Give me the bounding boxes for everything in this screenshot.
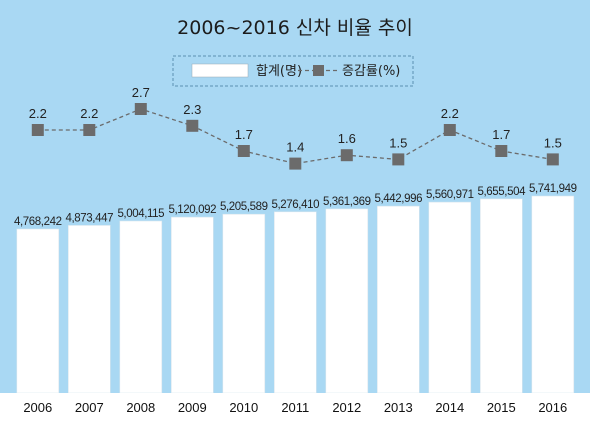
bar-value-label-2011: 5,276,410: [272, 199, 320, 211]
bar-2008: [119, 220, 163, 394]
rate-value-label-2008: 2.7: [132, 85, 150, 100]
rate-marker-2007: [83, 124, 96, 136]
x-tick-label-2009: 2009: [178, 400, 207, 415]
rate-marker-2013: [392, 153, 405, 166]
rate-marker-2011: [289, 157, 302, 170]
rate-line-layer: 2.2 2.2 2.7 2.3 1.7 1.4 1.6 1.5 2.2 1.7 1.5: [29, 85, 562, 170]
rate-value-label-2015: 1.7: [492, 127, 510, 142]
rate-line: [37, 108, 553, 165]
bar-value-label-2014: 5,560,971: [426, 189, 474, 201]
rate-marker-2009: [186, 119, 199, 132]
legend-line-marker: [313, 65, 324, 76]
bar-value-label-2007: 4,873,447: [66, 212, 114, 224]
legend-bar-swatch: [191, 63, 249, 78]
rate-value-label-2007: 2.2: [80, 106, 98, 121]
x-axis: 2006 2007 2008 2009 2010 2011 2012 2013 2014 2015…: [0, 393, 590, 421]
bar-2016: [531, 195, 575, 394]
rate-value-label-2014: 2.2: [441, 106, 459, 121]
rate-value-label-2012: 1.6: [338, 131, 356, 146]
x-tick-label-2011: 2011: [281, 400, 309, 415]
rate-marker-2006: [31, 124, 44, 136]
bar-value-label-2013: 5,442,996: [375, 193, 423, 205]
rate-marker-2016: [546, 153, 559, 166]
bar-value-label-2006: 4,768,242: [14, 216, 62, 228]
bar-value-label-2009: 5,120,092: [169, 204, 217, 216]
bar-2011: [273, 211, 317, 394]
x-tick-label-2016: 2016: [538, 400, 567, 415]
rate-value-label-2009: 2.3: [183, 102, 201, 117]
x-tick-label-2007: 2007: [75, 400, 104, 415]
x-axis-band: [0, 393, 590, 421]
x-tick-label-2008: 2008: [126, 400, 155, 415]
rate-marker-2008: [134, 103, 147, 115]
x-tick-label-2015: 2015: [487, 400, 516, 415]
rate-value-label-2016: 1.5: [544, 135, 562, 150]
bar-2006: [16, 228, 60, 394]
bar-value-label-2010: 5,205,589: [220, 201, 268, 213]
x-tick-label-2012: 2012: [332, 400, 361, 415]
rate-marker-2010: [237, 145, 250, 157]
legend-bar-label: 합계(명): [256, 64, 302, 79]
x-tick-label-2013: 2013: [384, 400, 413, 415]
bar-2012: [325, 208, 369, 394]
x-tick-label-2014: 2014: [435, 400, 464, 415]
rate-marker-2014: [443, 124, 456, 136]
bars-layer: 4,768,242 4,873,447 5,004,115 5,120,092 5,20…: [14, 183, 577, 394]
rate-value-label-2011: 1.4: [286, 140, 304, 155]
rate-value-label-2010: 1.7: [235, 127, 253, 142]
rate-value-label-2006: 2.2: [29, 106, 47, 121]
legend-frame: [172, 55, 414, 87]
legend: 합계(명) 증감률(%): [172, 55, 414, 87]
bar-2010: [222, 213, 266, 394]
bar-2013: [376, 205, 420, 394]
bar-value-label-2012: 5,361,369: [323, 196, 371, 208]
rate-value-label-2013: 1.5: [389, 135, 407, 150]
x-tick-label-2006: 2006: [23, 400, 52, 415]
x-tick-label-2010: 2010: [229, 400, 258, 415]
bar-2015: [479, 198, 523, 394]
bar-value-label-2008: 5,004,115: [117, 208, 164, 220]
bar-2014: [428, 201, 472, 394]
rate-marker-2015: [495, 145, 508, 157]
rate-marker-2012: [340, 149, 353, 162]
bar-value-label-2016: 5,741,949: [529, 183, 577, 195]
bar-value-label-2015: 5,655,504: [478, 186, 527, 198]
chart-title: 2006~2016 신차 비율 추이: [177, 17, 413, 39]
legend-line-label: 증감률(%): [342, 64, 400, 79]
bar-2007: [68, 225, 111, 394]
bar-2009: [171, 216, 214, 394]
